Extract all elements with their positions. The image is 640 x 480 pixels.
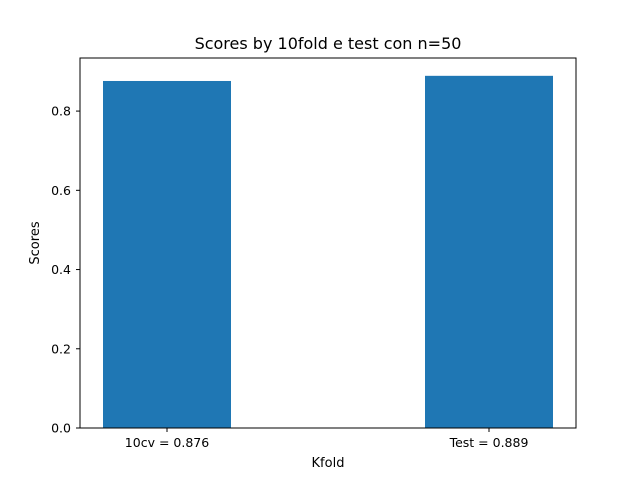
y-axis-ticks: 0.0 0.2 0.4 0.6 0.8 [51, 104, 80, 436]
x-tick-label-0: 10cv = 0.876 [125, 435, 209, 450]
y-axis-label: Scores [28, 221, 43, 264]
y-tick-label-4: 0.8 [51, 104, 71, 119]
bars-layer [103, 75, 553, 429]
y-tick-label-0: 0.0 [51, 421, 71, 436]
y-tick-label-1: 0.2 [51, 341, 71, 356]
x-tick-label-1: Test = 0.889 [449, 435, 529, 450]
plot-frame [79, 57, 577, 429]
x-axis-label: Kfold [312, 456, 345, 471]
x-axis-ticks: 10cv = 0.876 Test = 0.889 [125, 428, 529, 450]
y-tick-label-2: 0.4 [51, 262, 71, 277]
bar-1 [425, 75, 553, 429]
bar-0 [103, 80, 231, 429]
chart-title: Scores by 10fold e test con n=50 [195, 34, 462, 53]
y-tick-label-3: 0.6 [51, 183, 71, 198]
